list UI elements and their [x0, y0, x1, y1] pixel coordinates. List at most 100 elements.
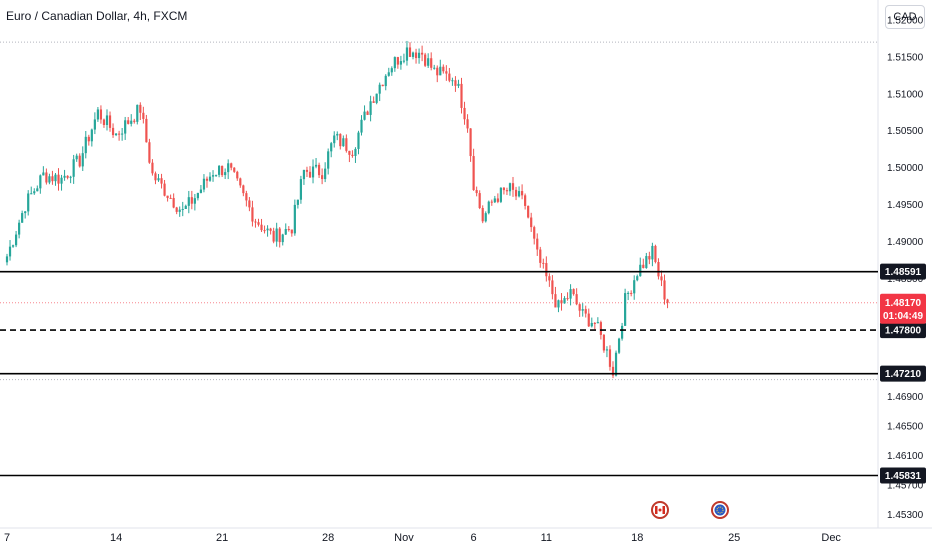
- line-price-label: 1.47800: [880, 322, 926, 339]
- candle: [366, 110, 369, 116]
- candle: [533, 225, 536, 245]
- economic-events[interactable]: [651, 501, 729, 519]
- candle: [11, 244, 15, 248]
- candle: [417, 48, 421, 64]
- candle: [324, 162, 327, 183]
- candle: [21, 210, 24, 223]
- time-tick-label: 7: [4, 532, 10, 544]
- candle: [620, 322, 624, 341]
- price-tick-label: 1.49500: [887, 200, 924, 211]
- candle: [333, 131, 336, 148]
- candle: [63, 169, 66, 181]
- candle: [199, 185, 203, 194]
- candle: [442, 64, 445, 74]
- candle: [614, 350, 618, 377]
- candle: [433, 64, 436, 70]
- candle: [345, 134, 348, 153]
- candle: [39, 174, 42, 194]
- candle: [90, 128, 93, 147]
- candle: [214, 174, 218, 177]
- candle: [408, 42, 412, 58]
- price-tick-label: 1.49000: [887, 237, 924, 248]
- candle: [139, 102, 142, 121]
- candle: [627, 291, 630, 301]
- candle: [581, 303, 584, 317]
- candle: [642, 258, 645, 269]
- candle: [636, 274, 639, 282]
- candle: [308, 166, 312, 179]
- candle: [81, 146, 84, 171]
- candle: [14, 230, 18, 248]
- candle: [145, 114, 148, 143]
- candle: [69, 175, 72, 184]
- candle: [181, 201, 184, 217]
- candle: [587, 308, 590, 328]
- candle: [502, 187, 506, 195]
- candle: [399, 55, 402, 70]
- candle: [118, 130, 121, 141]
- candle: [24, 210, 27, 219]
- candle: [460, 77, 463, 114]
- candle: [496, 193, 499, 204]
- candles: [5, 40, 669, 379]
- candle: [360, 115, 363, 136]
- candle: [187, 190, 190, 214]
- horizontal-lines[interactable]: [0, 270, 878, 477]
- candle: [166, 195, 169, 202]
- candle: [311, 159, 315, 184]
- svg-text:01:04:49: 01:04:49: [883, 311, 923, 322]
- candle: [178, 206, 181, 217]
- candle: [96, 106, 99, 122]
- candle: [524, 193, 527, 210]
- candle: [127, 117, 130, 125]
- current-price-label: 1.48170 01:04:49: [880, 293, 926, 324]
- line-price-label: 1.48591: [880, 263, 926, 280]
- candle: [190, 190, 193, 210]
- candle: [305, 166, 309, 178]
- candle: [666, 298, 669, 309]
- candle: [257, 218, 260, 227]
- line-price-label: 1.45831: [880, 467, 926, 484]
- time-tick-label: Nov: [394, 532, 414, 544]
- candle: [342, 135, 345, 147]
- candle: [657, 258, 660, 280]
- candle: [30, 186, 33, 195]
- candle: [336, 131, 339, 141]
- candle: [66, 175, 69, 180]
- candle: [539, 246, 542, 268]
- svg-text:1.45831: 1.45831: [885, 471, 922, 482]
- candle: [218, 164, 221, 178]
- candle: [114, 132, 118, 137]
- candle: [375, 93, 378, 105]
- eu-flag-icon[interactable]: [711, 501, 729, 519]
- candle: [205, 176, 209, 188]
- candle: [651, 242, 654, 267]
- canada-flag-icon[interactable]: [651, 501, 669, 519]
- candle: [108, 111, 112, 132]
- candle: [154, 171, 157, 185]
- candle: [639, 257, 642, 277]
- candle: [521, 184, 524, 200]
- candle: [575, 288, 578, 306]
- candle: [554, 286, 557, 308]
- candle: [363, 105, 366, 121]
- candle: [227, 159, 230, 180]
- candle: [33, 188, 36, 195]
- currency-button[interactable]: CAD: [885, 5, 925, 29]
- candle: [281, 233, 284, 246]
- time-tick-label: 11: [541, 532, 552, 544]
- time-tick-label: 28: [322, 532, 334, 544]
- time-tick-label: 25: [728, 532, 740, 544]
- price-tick-label: 1.51000: [887, 89, 924, 100]
- candle: [36, 185, 39, 192]
- price-labels: 1.48591 1.47800 1.47210 1.45831 1.48170 01:04…: [880, 263, 926, 484]
- candle: [508, 182, 512, 196]
- candle: [633, 275, 636, 300]
- candle: [514, 186, 518, 201]
- candle: [387, 67, 390, 77]
- price-tick-label: 1.46100: [887, 451, 924, 462]
- candle: [511, 176, 515, 197]
- candle: [142, 106, 145, 124]
- candle: [251, 200, 254, 227]
